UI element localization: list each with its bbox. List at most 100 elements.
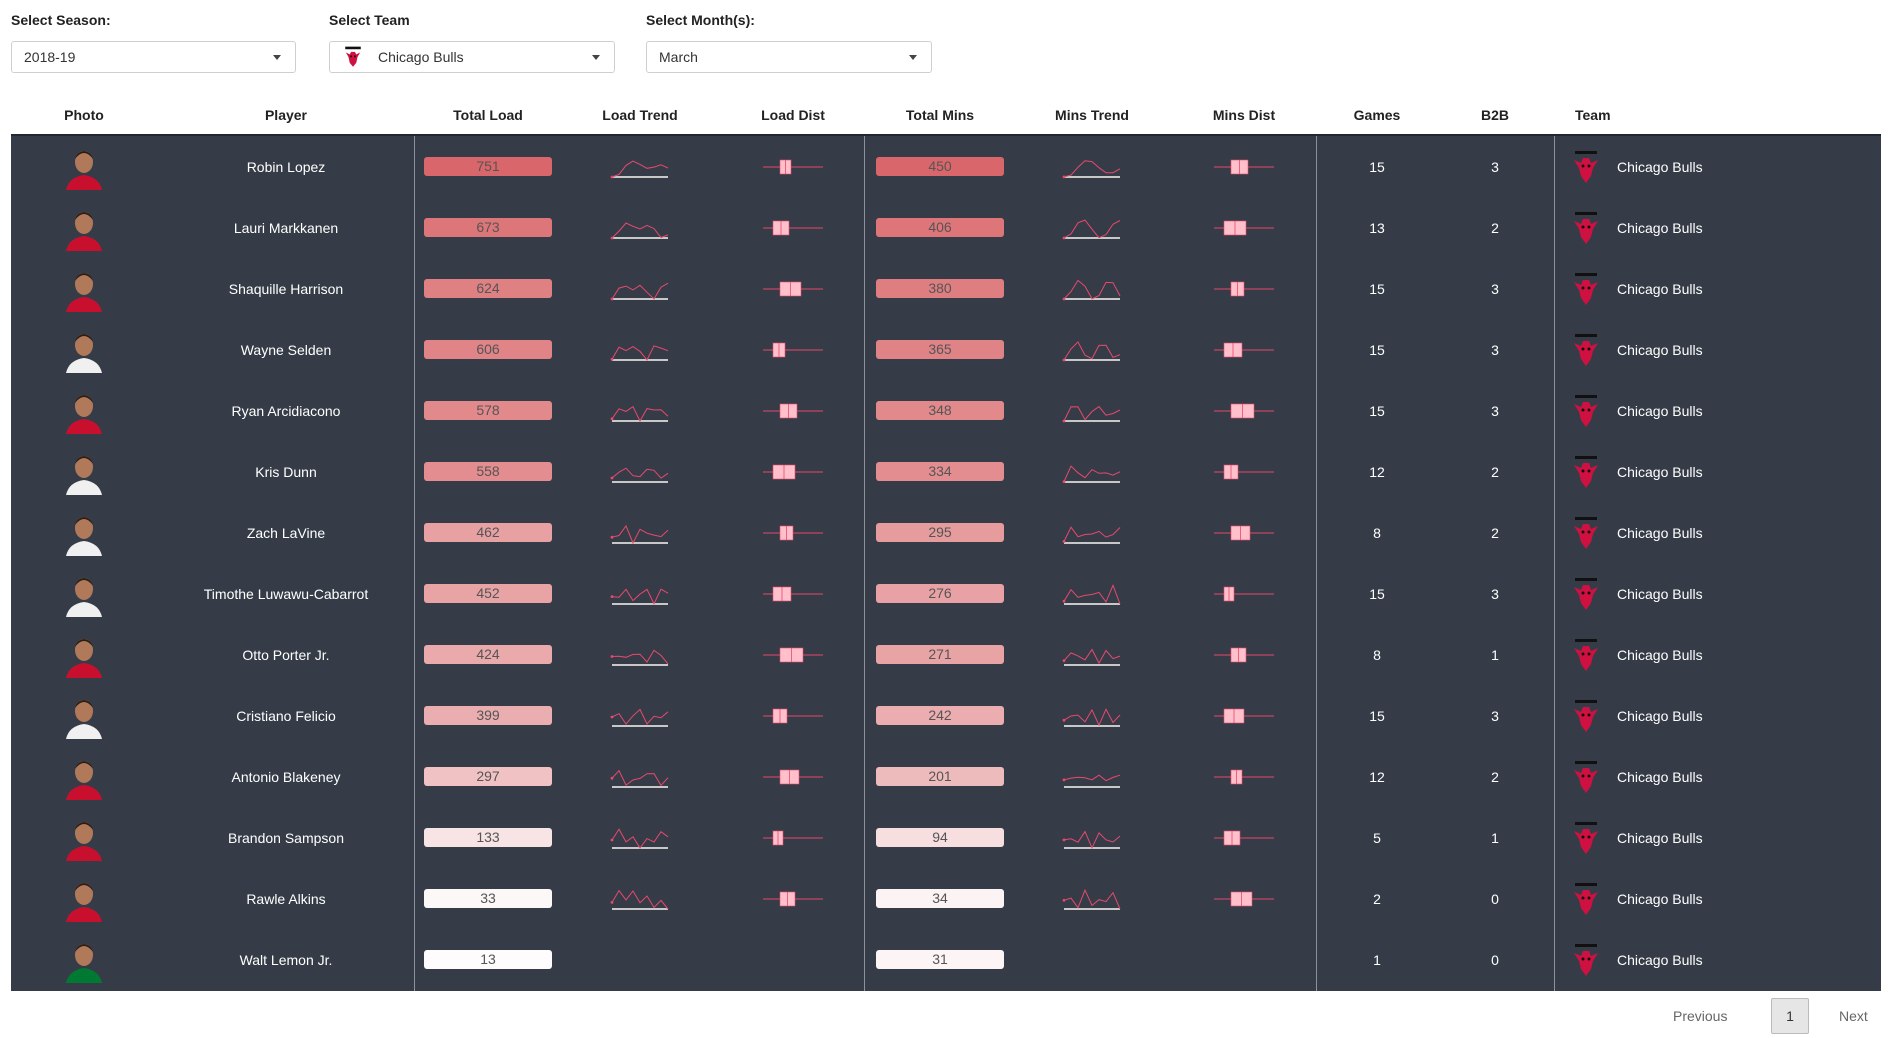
distribution-boxplot — [1214, 220, 1274, 235]
column-header-games[interactable]: Games — [1353, 107, 1401, 123]
total-load-bar: 399 — [424, 706, 552, 725]
load-dist-cell — [733, 258, 853, 319]
total-load-bar: 452 — [424, 584, 552, 603]
total-mins-cell: 334 — [870, 441, 1010, 502]
games-value: 15 — [1369, 402, 1385, 419]
team-name: Chicago Bulls — [1617, 463, 1703, 480]
total-load-bar: 606 — [424, 340, 552, 359]
pagination: Previous 1 Next — [1549, 998, 1889, 1034]
load-trend-cell — [580, 258, 700, 319]
column-header-mins-dist[interactable]: Mins Dist — [1212, 107, 1276, 123]
total-load-cell: 624 — [418, 258, 558, 319]
column-header-mins-trend[interactable]: Mins Trend — [1055, 107, 1129, 123]
trend-sparkline — [610, 160, 669, 178]
team-name: Chicago Bulls — [1617, 646, 1703, 663]
photo-cell — [24, 929, 144, 990]
bulls-logo-icon — [1574, 577, 1598, 610]
total-mins-bar: 276 — [876, 584, 1004, 603]
team-name: Chicago Bulls — [1617, 585, 1703, 602]
player-photo — [66, 394, 102, 434]
total-mins-bar: 450 — [876, 157, 1004, 176]
mins-dist-cell — [1184, 319, 1304, 380]
player-name: Walt Lemon Jr. — [239, 951, 333, 968]
total-mins-bar: 295 — [876, 523, 1004, 542]
b2b-value: 3 — [1491, 280, 1499, 297]
total-mins-bar: 34 — [876, 889, 1004, 908]
games-value: 15 — [1369, 707, 1385, 724]
photo-cell — [24, 502, 144, 563]
total-mins-cell: 34 — [870, 868, 1010, 929]
player-photo — [66, 272, 102, 312]
column-header-photo[interactable]: Photo — [64, 107, 104, 123]
bulls-logo-icon — [1574, 943, 1598, 976]
photo-cell — [24, 380, 144, 441]
mins-trend-cell — [1032, 746, 1152, 807]
player-load-table: Photo Player Total Load Load Trend Load Dist… — [11, 96, 1881, 991]
column-header-b2b[interactable]: B2B — [1480, 107, 1509, 123]
column-header-team[interactable]: Team — [1575, 107, 1611, 123]
load-dist-cell — [733, 868, 853, 929]
total-mins-bar: 348 — [876, 401, 1004, 420]
season-select[interactable]: 2018-19 — [11, 41, 296, 73]
trend-sparkline — [1062, 707, 1121, 727]
team-cell: Chicago Bulls — [1571, 258, 1831, 319]
trend-sparkline — [1062, 648, 1121, 666]
mins-trend-cell — [1032, 868, 1152, 929]
player-photo — [66, 455, 102, 495]
player-name: Antonio Blakeney — [231, 768, 341, 785]
player-photo — [66, 577, 102, 617]
distribution-boxplot — [763, 220, 823, 235]
column-header-player[interactable]: Player — [264, 107, 308, 123]
bulls-logo-icon — [1574, 516, 1598, 549]
mins-trend-cell — [1032, 441, 1152, 502]
player-name: Zach LaVine — [246, 524, 326, 541]
team-label: Select Team — [329, 12, 410, 28]
chevron-down-icon — [273, 55, 281, 60]
player-name: Brandon Sampson — [228, 829, 344, 846]
month-select[interactable]: March — [646, 41, 932, 73]
column-header-load-trend[interactable]: Load Trend — [602, 107, 678, 123]
mins-trend-cell — [1032, 502, 1152, 563]
next-button[interactable]: Next — [1839, 1008, 1868, 1024]
chevron-down-icon — [909, 55, 917, 60]
column-divider — [864, 136, 865, 991]
player-photo — [66, 333, 102, 373]
total-mins-cell: 31 — [870, 929, 1010, 990]
trend-sparkline — [1062, 583, 1121, 605]
b2b-value: 3 — [1491, 585, 1499, 602]
total-mins-cell: 348 — [870, 380, 1010, 441]
page-1-button[interactable]: 1 — [1771, 998, 1809, 1034]
column-header-total-mins[interactable]: Total Mins — [905, 107, 975, 123]
team-cell: Chicago Bulls — [1571, 380, 1831, 441]
season-filter: Select Season: 2018-19 — [11, 12, 296, 73]
games-value: 8 — [1373, 524, 1381, 541]
total-mins-bar: 334 — [876, 462, 1004, 481]
player-photo — [66, 150, 102, 190]
team-cell: Chicago Bulls — [1571, 807, 1831, 868]
load-dist-cell — [733, 502, 853, 563]
total-load-cell: 399 — [418, 685, 558, 746]
trend-sparkline — [1062, 340, 1121, 361]
total-load-cell: 452 — [418, 563, 558, 624]
trend-sparkline — [610, 405, 669, 422]
team-select[interactable]: Chicago Bulls — [329, 41, 615, 73]
player-name: Otto Porter Jr. — [242, 646, 330, 663]
trend-sparkline — [1062, 218, 1121, 239]
bulls-logo-icon — [1574, 882, 1598, 915]
total-mins-cell: 295 — [870, 502, 1010, 563]
team-name: Chicago Bulls — [1617, 280, 1703, 297]
distribution-boxplot — [1214, 647, 1274, 662]
column-header-total-load[interactable]: Total Load — [453, 107, 523, 123]
table-row: Zach LaVine 462 295 8 2 Chicago Bulls — [11, 502, 1881, 563]
distribution-boxplot — [763, 830, 823, 845]
bulls-logo-icon — [1574, 821, 1598, 854]
team-cell: Chicago Bulls — [1571, 746, 1831, 807]
total-mins-cell: 365 — [870, 319, 1010, 380]
distribution-boxplot — [763, 342, 823, 357]
column-header-load-dist[interactable]: Load Dist — [761, 107, 825, 123]
games-value: 12 — [1369, 463, 1385, 480]
load-dist-cell — [733, 563, 853, 624]
photo-cell — [24, 563, 144, 624]
team-filter: Select Team Chicago Bulls — [329, 12, 615, 73]
previous-button[interactable]: Previous — [1673, 1008, 1728, 1024]
